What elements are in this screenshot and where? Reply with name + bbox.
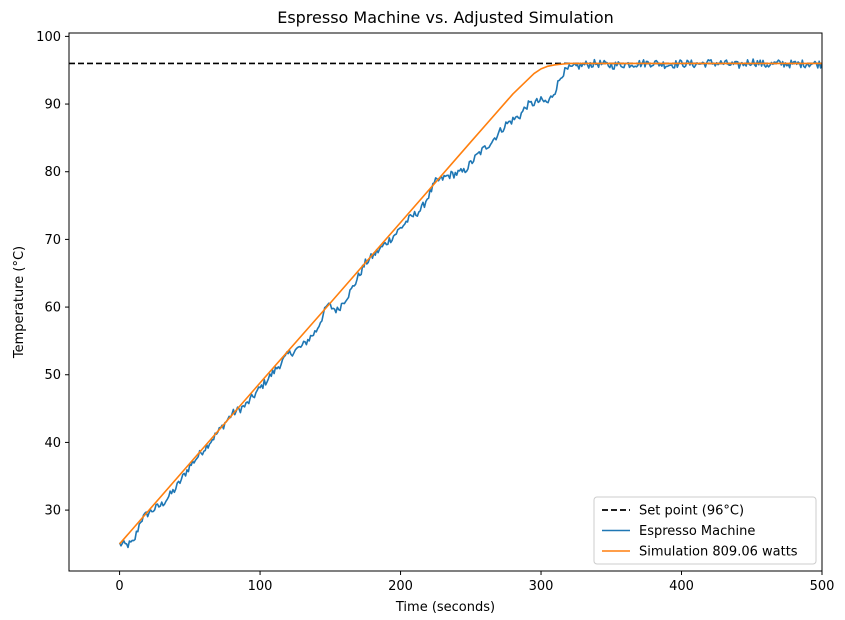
x-axis-ticks: 0 100 200 300 400 500 (115, 571, 834, 594)
x-tick-label: 200 (388, 579, 413, 594)
legend-entry-label: Simulation 809.06 watts (639, 545, 798, 560)
y-tick-label: 40 (44, 436, 61, 451)
x-tick-label: 0 (115, 579, 123, 594)
y-tick-label: 80 (44, 165, 61, 180)
x-tick-label: 500 (810, 579, 835, 594)
y-tick-label: 100 (36, 30, 61, 45)
y-axis-ticks: 30 40 50 60 70 80 90 100 (36, 30, 69, 519)
chart-title: Espresso Machine vs. Adjusted Simulation (277, 8, 614, 27)
x-tick-label: 400 (669, 579, 694, 594)
series-line-espresso-machine (118, 58, 822, 549)
x-axis-label: Time (seconds) (395, 600, 495, 615)
series-line-simulation (118, 62, 822, 545)
legend-box (593, 496, 817, 565)
legend-entry-label: Espresso Machine (639, 524, 755, 539)
y-tick-label: 90 (44, 98, 61, 113)
x-tick-label: 100 (248, 579, 273, 594)
y-tick-label: 50 (44, 368, 61, 383)
y-tick-label: 60 (44, 301, 61, 316)
x-tick-label: 300 (529, 579, 554, 594)
plot-frame (68, 32, 823, 572)
legend: Set point (96°C) Espresso Machine Simulati… (593, 496, 817, 565)
y-tick-label: 30 (44, 504, 61, 519)
plot-layer (69, 58, 822, 549)
y-axis-label: Temperature (°C) (12, 246, 27, 359)
y-tick-label: 70 (44, 233, 61, 248)
legend-entry-label: Set point (96°C) (639, 504, 744, 519)
